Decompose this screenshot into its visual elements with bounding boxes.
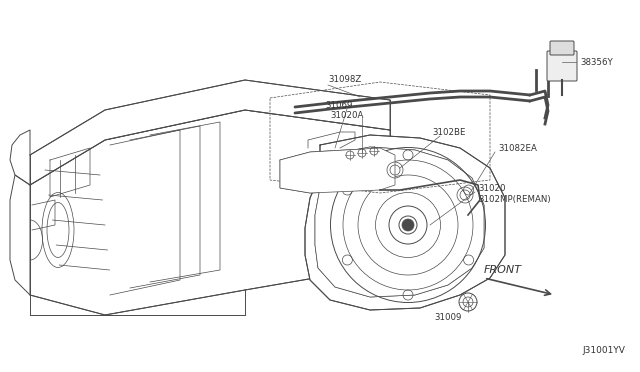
Text: 31009: 31009 [435,314,461,323]
Polygon shape [315,147,484,297]
Text: 31020: 31020 [478,183,506,192]
Text: 38356Y: 38356Y [580,58,612,67]
Circle shape [402,219,414,231]
Text: FRONT: FRONT [484,265,522,275]
FancyBboxPatch shape [547,51,577,81]
Text: 3102MP(REMAN): 3102MP(REMAN) [478,195,550,203]
Text: 31020A: 31020A [330,110,364,119]
Text: 31098Z: 31098Z [328,74,361,83]
Text: 31069: 31069 [325,100,353,109]
Text: 3102BE: 3102BE [432,128,465,137]
Polygon shape [30,80,390,185]
Text: 31082EA: 31082EA [498,144,537,153]
Polygon shape [30,110,390,315]
FancyBboxPatch shape [550,41,574,55]
Text: J31001YV: J31001YV [582,346,625,355]
Polygon shape [305,135,505,310]
Polygon shape [280,148,395,193]
